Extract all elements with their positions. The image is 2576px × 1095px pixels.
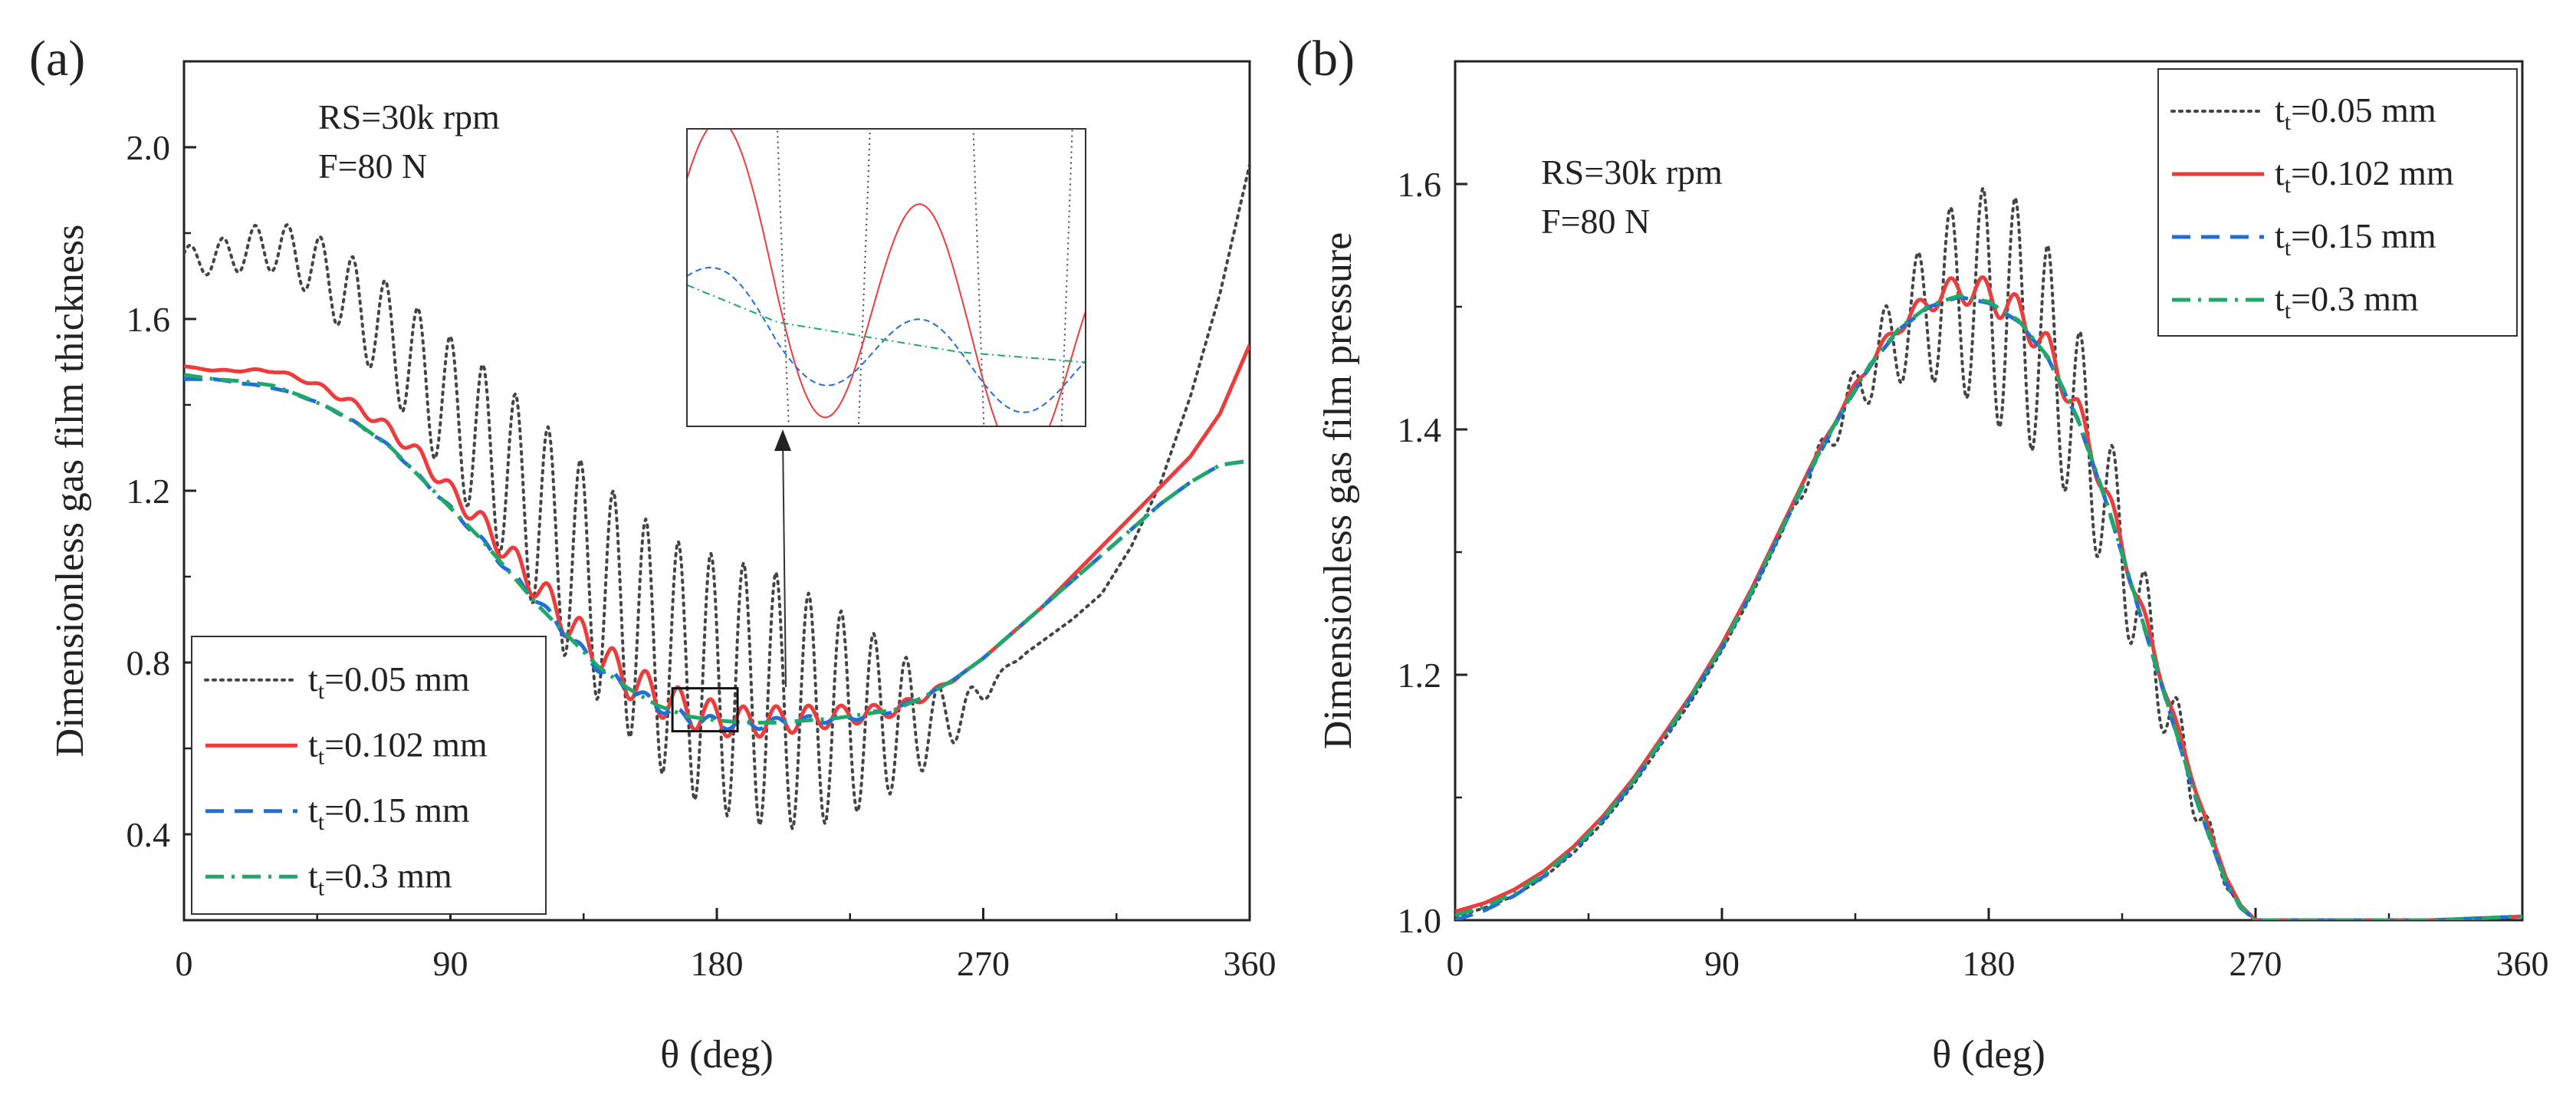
legend-label: tt=0.3 mm — [308, 856, 452, 900]
legend-label: tt=0.15 mm — [308, 791, 470, 835]
legend-box — [191, 636, 547, 915]
y-tick-label: 1.2 — [127, 472, 171, 511]
legend-b: tt=0.05 mm tt=0.102 mm tt=0.15 mm tt=0.3 mm — [2157, 68, 2518, 337]
inset-series-line — [687, 284, 1086, 363]
panel-label-b: (b) — [1296, 31, 1355, 87]
y-tick-label: 0.4 — [127, 815, 171, 854]
y-axis-title-a: Dimensionless gas film thickness — [48, 225, 92, 758]
inset-series-line — [687, 129, 1086, 426]
y-tick-label: 1.0 — [1398, 901, 1442, 940]
inset-series-group — [687, 129, 1086, 426]
zoom-arrow-line — [782, 436, 787, 688]
y-tick-label: 1.4 — [1398, 410, 1442, 449]
panel-label-a: (a) — [29, 31, 85, 87]
zoom-region-box — [671, 687, 739, 733]
inset-frame — [686, 128, 1086, 427]
tick-labels-b: 0 90 180 270 360 1.0 1.2 1.4 1.6 — [1398, 165, 2549, 983]
series-line — [184, 163, 1250, 830]
annotation-force-b: F=80 N — [1541, 202, 1650, 241]
legend-label: tt=0.05 mm — [2275, 90, 2436, 135]
x-tick-label: 360 — [2496, 944, 2549, 983]
y-axis-title-b: Dimensionless gas film pressure — [1316, 232, 1360, 749]
x-axis-title-a: θ (deg) — [660, 1033, 774, 1077]
series-line — [1455, 294, 2522, 920]
axis-ticks-b — [1454, 182, 2524, 920]
legend-label: tt=0.3 mm — [2275, 279, 2419, 324]
y-tick-label: 1.2 — [1398, 656, 1442, 695]
x-tick-label: 90 — [433, 944, 468, 983]
x-tick-label: 0 — [176, 944, 193, 983]
x-tick-label: 180 — [1963, 944, 2016, 983]
series-group-b — [1455, 186, 2522, 920]
y-tick-label: 2.0 — [127, 128, 171, 167]
legend-label: tt=0.15 mm — [2275, 216, 2436, 261]
inset-frame-border — [686, 128, 1086, 427]
legend-label: tt=0.102 mm — [308, 725, 488, 769]
y-tick-label: 1.6 — [1398, 165, 1442, 204]
y-tick-label: 0.8 — [127, 643, 171, 682]
x-tick-label: 270 — [2229, 944, 2282, 983]
x-axis-title-b: θ (deg) — [1932, 1033, 2045, 1077]
annotation-force-a: F=80 N — [318, 146, 427, 186]
series-line — [184, 344, 1250, 739]
legend-label: tt=0.102 mm — [2275, 153, 2454, 198]
tick-labels-a: 0 90 180 270 360 0.4 0.8 1.2 1.6 2.0 — [127, 128, 1276, 983]
legend-label: tt=0.05 mm — [308, 659, 470, 704]
x-tick-label: 0 — [1447, 944, 1464, 983]
series-line — [1455, 294, 2522, 920]
annotation-speed-a: RS=30k rpm — [318, 97, 500, 136]
x-tick-label: 90 — [1704, 944, 1740, 983]
x-tick-label: 180 — [691, 944, 744, 983]
x-tick-label: 360 — [1224, 944, 1276, 983]
inset-series-line — [687, 266, 1086, 413]
legend-a: tt=0.05 mm tt=0.102 mm tt=0.15 mm tt=0.3 mm — [191, 636, 547, 915]
series-line — [1455, 186, 2522, 920]
chart-panel-b: (b) 0 90 180 270 360 1.0 1.2 1.4 1.6 θ (deg) Dim… — [1296, 31, 2549, 1077]
inset-zoom-panel — [686, 128, 1086, 427]
series-line — [1455, 275, 2522, 920]
x-tick-label: 270 — [957, 944, 1010, 983]
y-tick-label: 1.6 — [127, 300, 171, 339]
zoom-arrow-head — [774, 429, 791, 451]
annotation-speed-b: RS=30k rpm — [1541, 153, 1723, 192]
legend-box — [2157, 68, 2518, 337]
series-line — [184, 373, 1250, 725]
series-group-a — [184, 163, 1250, 830]
